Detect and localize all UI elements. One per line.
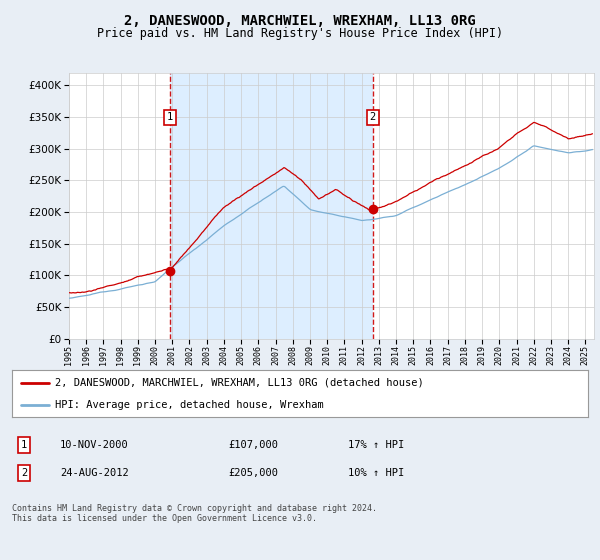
Text: Contains HM Land Registry data © Crown copyright and database right 2024.
This d: Contains HM Land Registry data © Crown c…: [12, 504, 377, 524]
Text: £205,000: £205,000: [228, 468, 278, 478]
Text: 10% ↑ HPI: 10% ↑ HPI: [348, 468, 404, 478]
Text: 2: 2: [21, 468, 27, 478]
Text: 10-NOV-2000: 10-NOV-2000: [60, 440, 129, 450]
Text: 17% ↑ HPI: 17% ↑ HPI: [348, 440, 404, 450]
Text: 2, DANESWOOD, MARCHWIEL, WREXHAM, LL13 0RG: 2, DANESWOOD, MARCHWIEL, WREXHAM, LL13 0…: [124, 14, 476, 28]
Text: 1: 1: [167, 112, 173, 122]
Text: HPI: Average price, detached house, Wrexham: HPI: Average price, detached house, Wrex…: [55, 400, 324, 410]
Text: 2, DANESWOOD, MARCHWIEL, WREXHAM, LL13 0RG (detached house): 2, DANESWOOD, MARCHWIEL, WREXHAM, LL13 0…: [55, 378, 424, 388]
Text: 1: 1: [21, 440, 27, 450]
Text: Price paid vs. HM Land Registry's House Price Index (HPI): Price paid vs. HM Land Registry's House …: [97, 27, 503, 40]
Text: £107,000: £107,000: [228, 440, 278, 450]
Bar: [170, 73, 373, 339]
Text: 24-AUG-2012: 24-AUG-2012: [60, 468, 129, 478]
Text: 2: 2: [370, 112, 376, 122]
